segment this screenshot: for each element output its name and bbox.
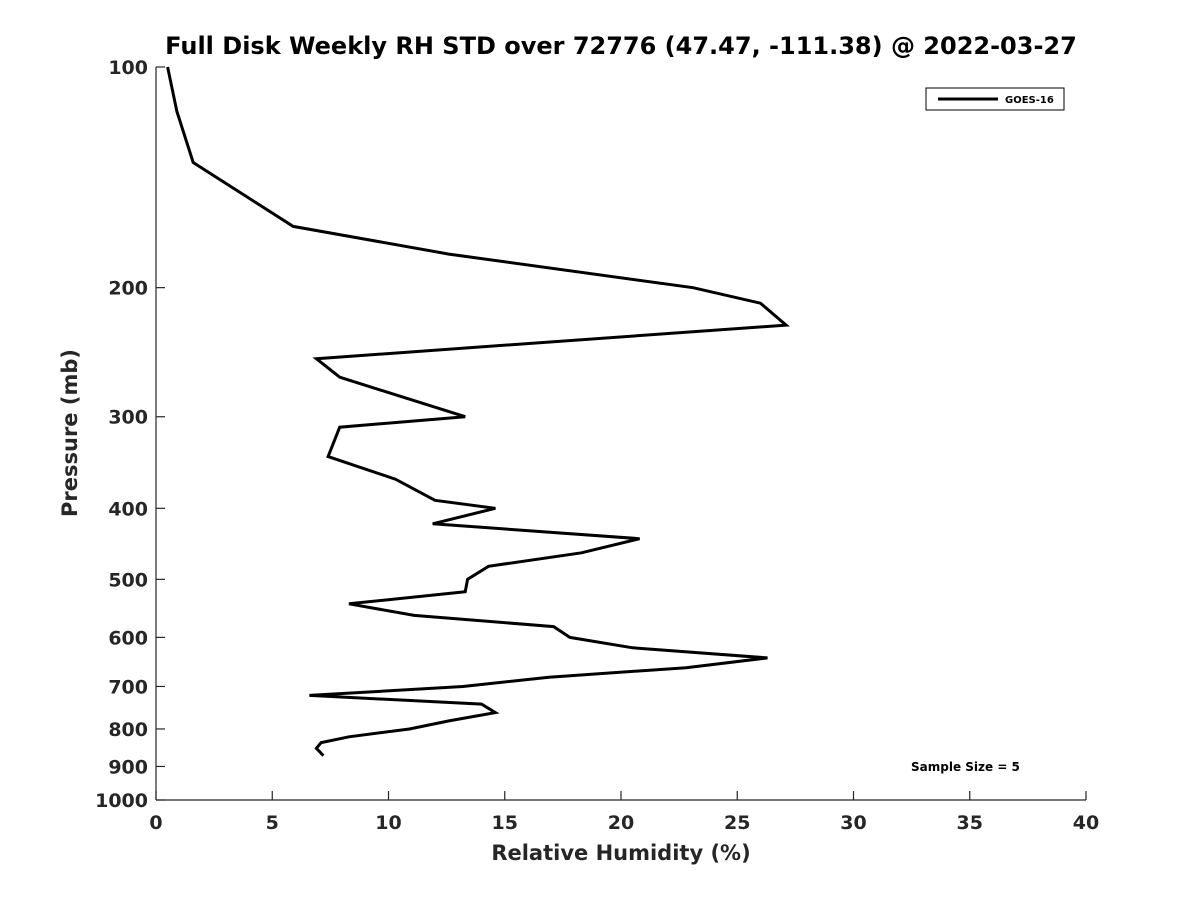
x-tick-label: 30 [840, 812, 866, 834]
x-axis: 0 5 10 15 20 25 30 35 40 [149, 791, 1099, 834]
x-tick-label: 10 [375, 812, 401, 834]
x-tick-label: 5 [266, 812, 279, 834]
x-tick-label: 25 [724, 812, 750, 834]
y-tick-label: 1000 [95, 790, 148, 812]
legend: GOES-16 [925, 87, 1065, 111]
chart-title: Full Disk Weekly RH STD over 72776 (47.4… [165, 32, 1077, 60]
y-tick-label: 300 [108, 407, 148, 429]
x-tick-label: 0 [149, 812, 162, 834]
y-tick-label: 900 [108, 756, 148, 778]
x-tick-label: 35 [957, 812, 983, 834]
y-tick-label: 400 [108, 498, 148, 520]
series-layer [166, 66, 790, 757]
x-axis-label: Relative Humidity (%) [491, 841, 750, 865]
y-tick-label: 600 [108, 627, 148, 649]
y-tick-label: 100 [108, 57, 148, 79]
legend-label-goes-16: GOES-16 [1005, 95, 1054, 106]
y-axis-label: Pressure (mb) [58, 349, 82, 517]
y-axis: 100 200 300 400 500 600 700 800 900 1000 [95, 57, 165, 812]
plot-area [156, 67, 1086, 800]
x-tick-label: 20 [608, 812, 634, 834]
x-tick-label: 15 [492, 812, 518, 834]
y-tick-label: 500 [108, 569, 148, 591]
x-tick-label: 40 [1073, 812, 1099, 834]
series-line-goes-16 [166, 66, 790, 757]
y-tick-label: 200 [108, 278, 148, 300]
sample-size-annotation: Sample Size = 5 [911, 760, 1020, 774]
y-tick-label: 700 [108, 676, 148, 698]
y-tick-label: 800 [108, 719, 148, 741]
